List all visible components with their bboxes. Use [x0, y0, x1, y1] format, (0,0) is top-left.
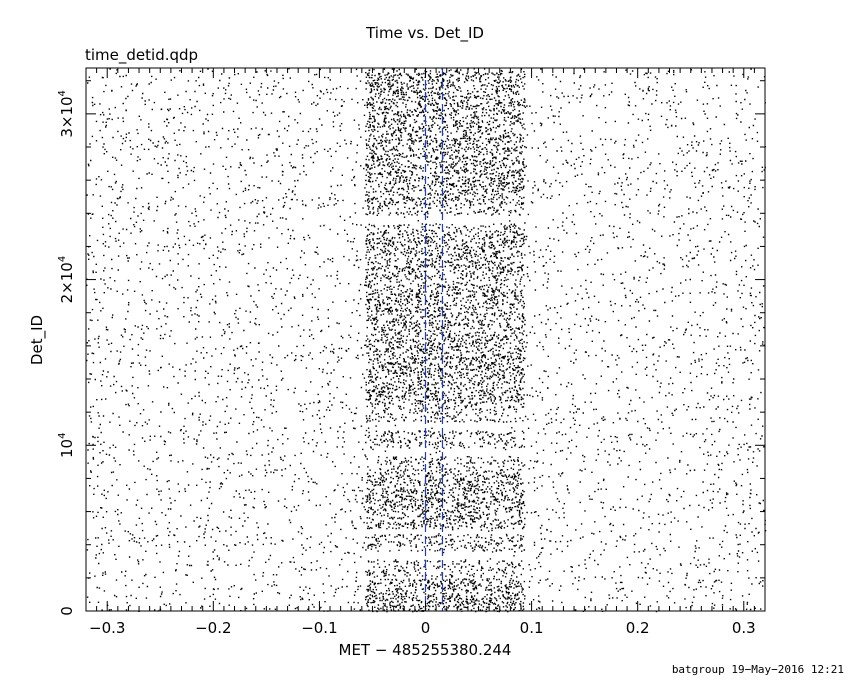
x-axis-label: MET − 485255380.244 [339, 641, 512, 659]
y-tick-mantissa: 10 [58, 439, 76, 458]
y-tick-mantissa: 2×10 [58, 262, 76, 303]
chart-subtitle: time_detid.qdp [85, 46, 198, 65]
x-tick-label: −0.2 [195, 619, 231, 637]
chart-title: Time vs. Det_ID [365, 24, 484, 43]
y-tick-mantissa: 0 [58, 606, 76, 616]
y-tick-exponent: 4 [57, 256, 68, 262]
y-axis-label: Det_ID [28, 315, 47, 365]
x-axis: −0.3 −0.2 −0.1 0 0.1 0.2 0.3 [85, 68, 766, 637]
x-tick-label: 0.1 [520, 619, 544, 637]
points-layer [86, 68, 767, 613]
footer-credit: batgroup 19−May−2016 12:21 [671, 663, 844, 676]
y-tick-mantissa: 3×10 [58, 96, 76, 137]
x-tick-label: −0.3 [89, 619, 125, 637]
y-tick-label: 2×104 [57, 256, 76, 304]
y-tick-label: 3×104 [57, 90, 76, 138]
x-tick-label: 0 [421, 619, 431, 637]
y-tick-exponent: 4 [57, 433, 68, 439]
scatter-points [86, 68, 767, 613]
x-tick-label: −0.1 [301, 619, 337, 637]
y-tick-label: 104 [57, 433, 76, 458]
x-tick-label: 0.2 [626, 619, 650, 637]
x-tick-label: 0.3 [732, 619, 756, 637]
vertical-markers [424, 68, 444, 611]
y-tick-exponent: 4 [57, 90, 68, 96]
y-tick-label: 0 [58, 606, 76, 616]
